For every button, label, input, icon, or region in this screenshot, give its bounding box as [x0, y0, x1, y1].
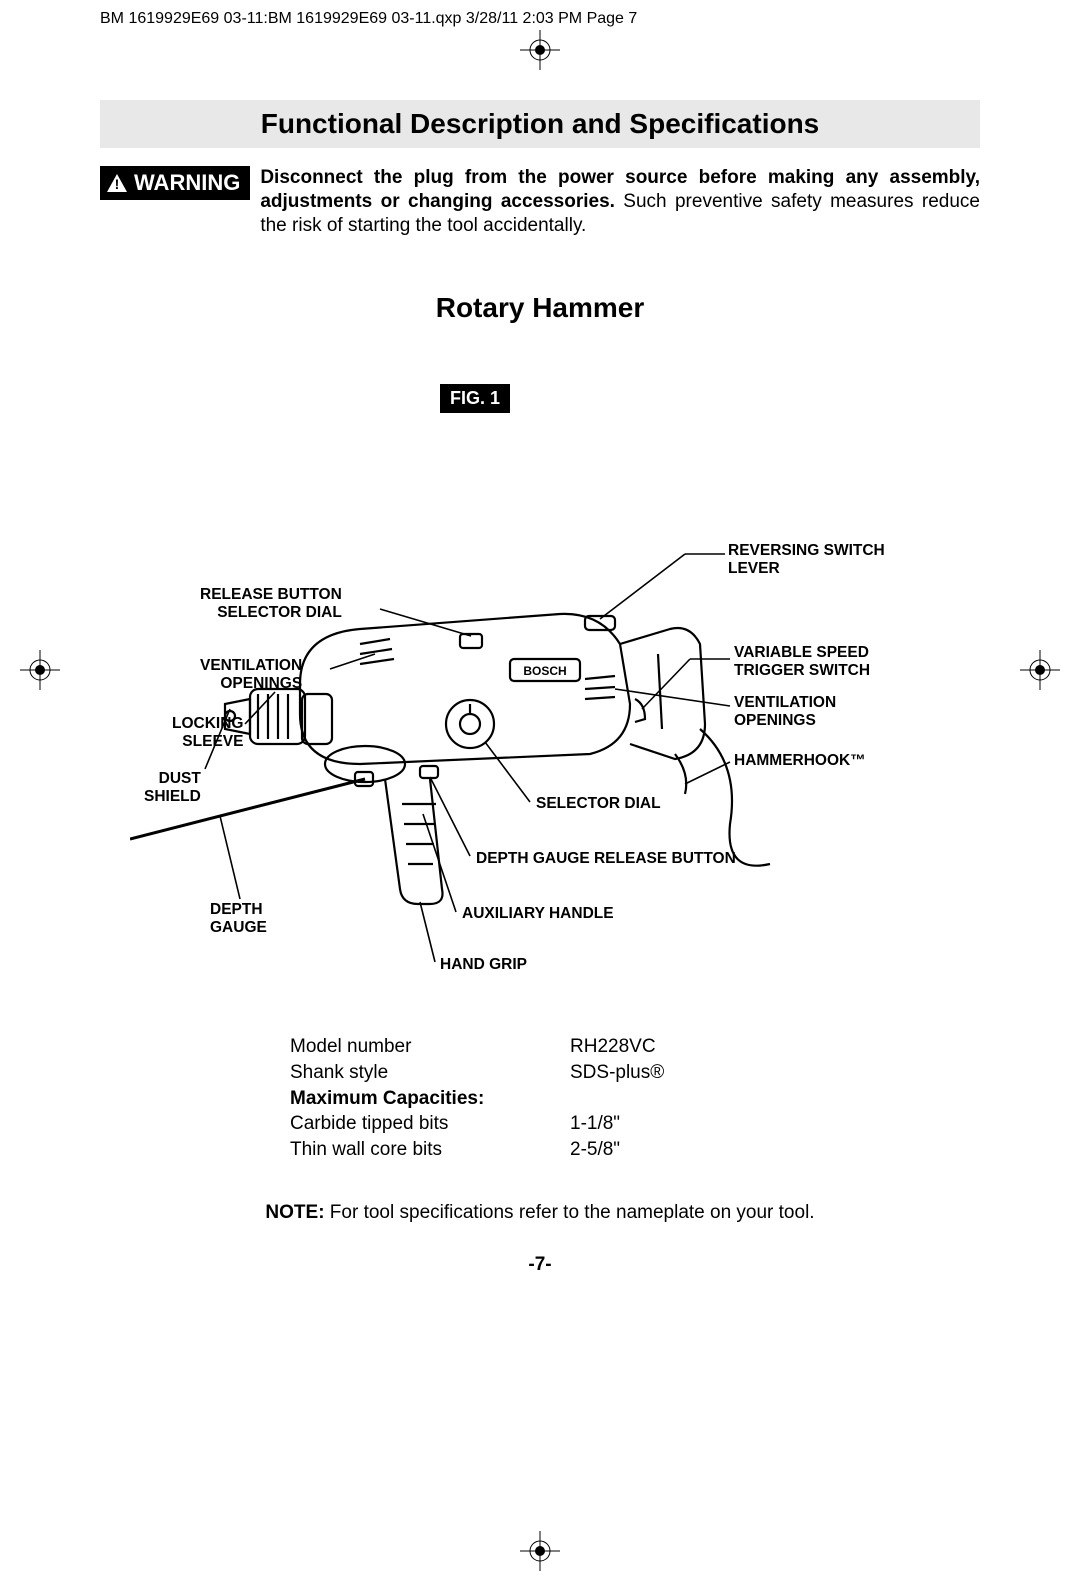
callout-locking: LOCKINGSLEEVE	[172, 715, 243, 751]
callout-hand-grip: HAND GRIP	[440, 956, 527, 974]
callout-depth-gauge: DEPTHGAUGE	[210, 901, 267, 937]
note-line: NOTE: For tool specifications refer to t…	[100, 1202, 980, 1224]
doc-header: BM 1619929E69 03-11:BM 1619929E69 03-11.…	[100, 10, 637, 28]
callout-selector-dial: SELECTOR DIAL	[536, 795, 661, 813]
spec-value: RH228VC	[570, 1034, 790, 1060]
callout-aux-handle: AUXILIARY HANDLE	[462, 905, 614, 923]
fig-label: FIG. 1	[440, 384, 510, 413]
regmark-right	[1020, 650, 1060, 690]
figure-area: FIG. 1	[100, 384, 980, 1004]
warning-block: ! WARNING Disconnect the plug from the p…	[100, 166, 980, 237]
warning-text: Disconnect the plug from the power sourc…	[260, 166, 980, 237]
spec-row: Model number RH228VC	[290, 1034, 790, 1060]
callout-release-btn: RELEASE BUTTONSELECTOR DIAL	[200, 586, 342, 622]
spec-value: 2-5/8"	[570, 1137, 790, 1163]
spec-label: Shank style	[290, 1060, 570, 1086]
note-text: For tool specifications refer to the nam…	[325, 1202, 815, 1223]
callout-variable: VARIABLE SPEEDTRIGGER SWITCH	[734, 644, 870, 680]
callout-depth-release: DEPTH GAUGE RELEASE BUTTON	[476, 850, 736, 868]
note-bold: NOTE:	[265, 1202, 324, 1223]
spec-label: Thin wall core bits	[290, 1137, 570, 1163]
warning-label-text: WARNING	[134, 170, 240, 196]
warning-label: ! WARNING	[100, 166, 250, 200]
page-number: -7-	[100, 1254, 980, 1276]
svg-text:!: !	[115, 176, 120, 192]
specs-table: Model number RH228VC Shank style SDS-plu…	[290, 1034, 790, 1162]
callout-vent-left: VENTILATIONOPENINGS	[200, 657, 302, 693]
warning-icon: !	[106, 173, 128, 193]
callout-reversing: REVERSING SWITCHLEVER	[728, 542, 885, 578]
max-heading: Maximum Capacities:	[290, 1086, 570, 1112]
subheading: Rotary Hammer	[100, 292, 980, 324]
spec-row: Thin wall core bits 2-5/8"	[290, 1137, 790, 1163]
regmark-bottom	[520, 1531, 560, 1571]
regmark-top	[520, 30, 560, 70]
section-title: Functional Description and Specification…	[100, 100, 980, 148]
spec-row: Carbide tipped bits 1-1/8"	[290, 1111, 790, 1137]
spec-value: SDS-plus®	[570, 1060, 790, 1086]
spec-label: Model number	[290, 1034, 570, 1060]
spec-row: Shank style SDS-plus®	[290, 1060, 790, 1086]
spec-label: Carbide tipped bits	[290, 1111, 570, 1137]
callout-dust: DUSTSHIELD	[144, 770, 201, 806]
callout-hammerhook: HAMMERHOOK™	[734, 752, 866, 770]
spec-value: 1-1/8"	[570, 1111, 790, 1137]
callout-vent-right: VENTILATIONOPENINGS	[734, 694, 836, 730]
regmark-left	[20, 650, 60, 690]
svg-text:BOSCH: BOSCH	[523, 664, 566, 678]
